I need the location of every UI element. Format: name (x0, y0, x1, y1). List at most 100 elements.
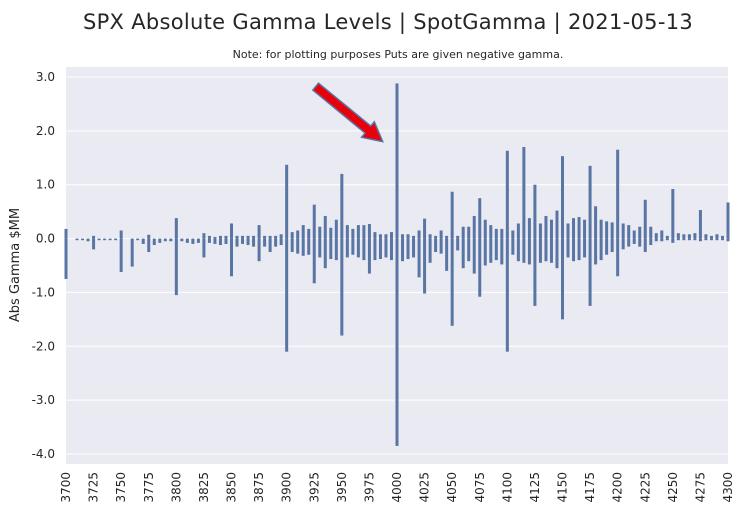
call-gamma-bar (704, 234, 708, 239)
put-gamma-bar (196, 238, 200, 243)
put-gamma-bar (241, 238, 245, 244)
call-gamma-bar (682, 234, 686, 239)
call-gamma-bar (323, 215, 327, 239)
put-gamma-bar (285, 238, 289, 352)
call-gamma-bar (351, 228, 355, 239)
call-gamma-bar (522, 147, 526, 239)
put-gamma-bar (301, 238, 305, 256)
call-gamma-bar (329, 227, 333, 239)
put-gamma-bar (108, 238, 112, 241)
call-gamma-bar (378, 234, 382, 239)
put-gamma-bar (257, 238, 261, 262)
call-gamma-bar (218, 235, 222, 239)
put-gamma-bar (605, 238, 609, 255)
call-gamma-bar (588, 165, 592, 239)
x-tick-label: 3900 (280, 472, 294, 503)
put-gamma-bar (345, 238, 349, 258)
put-gamma-bar (649, 238, 653, 246)
call-gamma-bar (698, 210, 702, 239)
put-gamma-bar (406, 238, 410, 260)
put-gamma-bar (561, 238, 564, 320)
x-tick-label: 4275 (693, 472, 707, 503)
x-tick-label: 4250 (666, 472, 680, 503)
x-tick-label: 3750 (114, 472, 128, 503)
call-gamma-bar (489, 225, 493, 239)
call-gamma-bar (362, 225, 366, 239)
put-gamma-bar (307, 238, 311, 255)
x-tick-label: 4150 (556, 472, 570, 503)
call-gamma-bar (538, 223, 542, 239)
y-axis-label: Abs Gamma $MM (8, 208, 23, 322)
put-gamma-bar (500, 238, 504, 265)
y-tick-label: -2.0 (32, 339, 55, 353)
call-gamma-bar (395, 83, 399, 239)
put-gamma-bar (572, 238, 576, 262)
put-gamma-bar (202, 238, 206, 258)
put-gamma-bar (213, 238, 217, 244)
call-gamma-bar (516, 223, 520, 239)
call-gamma-bar (561, 156, 564, 239)
put-gamma-bar (185, 238, 189, 243)
call-gamma-bar (555, 210, 559, 239)
call-gamma-bar (147, 234, 151, 239)
call-gamma-bar (549, 219, 553, 239)
put-gamma-bar (511, 238, 515, 255)
call-gamma-bar (401, 234, 405, 239)
x-tick-label: 4100 (500, 472, 514, 503)
x-tick-label: 3975 (362, 472, 376, 503)
put-gamma-bar (312, 238, 316, 284)
put-gamma-bar (384, 238, 388, 258)
call-gamma-bar (649, 226, 653, 239)
call-gamma-bar (638, 226, 642, 239)
put-gamma-bar (263, 238, 267, 247)
call-gamma-bar (500, 228, 504, 239)
call-gamma-bar (356, 225, 360, 239)
call-gamma-bar (450, 191, 454, 239)
call-gamma-bar (577, 217, 581, 239)
call-gamma-bar (445, 235, 449, 239)
chart-subtitle: Note: for plotting purposes Puts are giv… (232, 48, 564, 61)
call-gamma-bar (307, 228, 311, 239)
x-tick-label: 3875 (252, 472, 266, 503)
x-tick-label: 3950 (335, 472, 349, 503)
put-gamma-bar (461, 238, 465, 269)
call-gamma-bar (340, 173, 344, 239)
put-gamma-bar (527, 238, 531, 265)
x-tick-label: 4175 (583, 472, 597, 503)
put-gamma-bar (329, 238, 333, 260)
x-tick-label: 3825 (197, 472, 211, 503)
chart-title: SPX Absolute Gamma Levels | SpotGamma | … (82, 10, 694, 34)
call-gamma-bar (533, 184, 537, 239)
put-gamma-bar (594, 238, 598, 265)
call-gamma-bar (676, 233, 680, 239)
call-gamma-bar (423, 218, 427, 239)
call-gamma-bar (202, 233, 206, 239)
red-arrow (311, 82, 384, 143)
call-gamma-bar (290, 232, 294, 239)
put-gamma-bar (538, 238, 542, 263)
call-gamma-bar (610, 222, 614, 239)
put-gamma-bar (533, 238, 537, 306)
y-tick-label: 3.0 (36, 70, 55, 84)
call-gamma-bar (296, 230, 300, 239)
call-gamma-bar (263, 235, 267, 239)
put-gamma-bar (378, 238, 382, 260)
call-gamma-bar (643, 199, 647, 239)
put-gamma-bar (401, 238, 405, 262)
put-gamma-bar (174, 238, 178, 296)
put-gamma-bar (147, 238, 151, 253)
put-gamma-bar (583, 238, 587, 258)
put-gamma-bar (81, 238, 85, 241)
put-gamma-bar (505, 238, 509, 352)
call-gamma-bar (434, 235, 438, 239)
call-gamma-bar (660, 230, 664, 239)
put-gamma-bar (290, 238, 294, 253)
call-gamma-bar (207, 235, 211, 239)
call-gamma-bar (632, 230, 636, 239)
call-gamma-bar (726, 202, 730, 239)
put-gamma-bar (92, 238, 96, 250)
put-gamma-bar (180, 238, 184, 242)
put-gamma-bar (676, 238, 680, 241)
call-gamma-bar (511, 230, 515, 239)
